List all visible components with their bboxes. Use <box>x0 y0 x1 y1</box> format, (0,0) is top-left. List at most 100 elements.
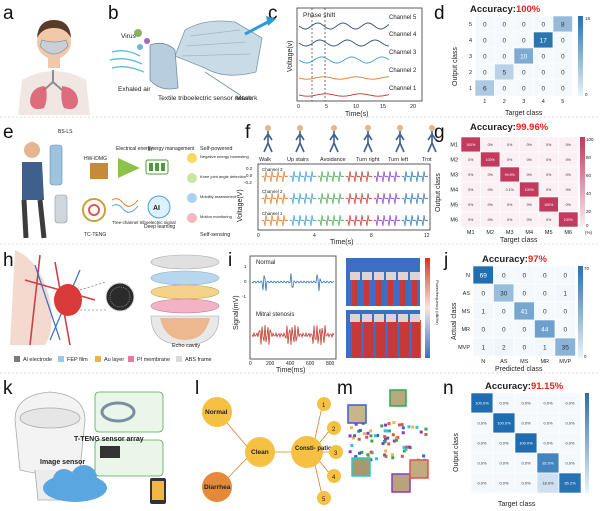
c-xtick: 20 <box>410 104 416 110</box>
scatter-point <box>383 435 387 439</box>
scatter-point <box>376 434 380 438</box>
heatmap-value: 0% <box>566 173 572 177</box>
legend-pi-membrane: PI membrane <box>137 357 170 363</box>
heatmap-cell <box>554 337 576 357</box>
legend-al-electrode: Al electrode <box>23 357 52 363</box>
scatter-point <box>366 453 370 457</box>
motion-trace <box>318 192 344 205</box>
heatmap-value: 18.0% <box>542 480 554 485</box>
motion-trace <box>346 214 372 227</box>
j-ylabel: Actual class <box>451 302 458 340</box>
i-xtick: 200 <box>266 361 275 367</box>
scatter-point <box>366 431 370 435</box>
heatmap-value: 0 <box>522 326 526 333</box>
i-ytick: -1 <box>242 294 246 299</box>
node-5: 5 <box>322 497 326 503</box>
heatmap-value: 0.0% <box>521 460 531 465</box>
scatter-point <box>365 435 369 439</box>
heatmap-value: 0.0% <box>543 440 553 445</box>
walker-figure-icon <box>263 131 273 153</box>
scatter-point <box>424 432 428 436</box>
c-xlabel: Time(s) <box>345 111 368 118</box>
spectrogram-mid <box>362 272 372 280</box>
panel-label-d: d <box>434 3 445 24</box>
echo-cavity-label: Echo cavity <box>172 343 200 349</box>
mask-label: Mask <box>236 95 252 102</box>
heatmap-value: 0 <box>522 21 526 28</box>
channel3-label: Channel 3 <box>389 50 417 56</box>
c-ylabel: Voltage(v) <box>287 40 294 72</box>
motion-trace <box>346 192 372 205</box>
heatmap-value: 0 <box>543 272 547 279</box>
node-constipation <box>291 436 323 468</box>
heatmap-value: 0 <box>522 272 526 279</box>
x-tick-label: 1 <box>483 99 486 105</box>
scatter-point <box>350 444 354 448</box>
spectrogram-energy <box>412 280 417 306</box>
three-channel-label: Tree-channel triboelectric signal <box>112 220 176 225</box>
i-xtick: 400 <box>286 361 295 367</box>
heatmap-value: 0.0% <box>521 400 531 405</box>
energy-management-label: Energy management <box>148 146 195 152</box>
node-diarrhea <box>202 472 232 502</box>
f-xtick: 12 <box>424 233 430 239</box>
heatmap-value: 0 <box>483 21 487 28</box>
normal-signal-trace <box>251 273 335 292</box>
scatter-point <box>396 436 400 440</box>
motion-trace <box>262 170 288 183</box>
bs-ls-label: BS-LS <box>58 129 73 135</box>
walker-head-icon <box>297 125 303 131</box>
walker-head-icon <box>429 125 435 131</box>
panel-label-a: a <box>3 3 14 24</box>
heatmap-value: 0% <box>468 173 474 177</box>
heatmap-value: 1 <box>481 344 485 351</box>
motion-trace <box>290 214 316 227</box>
n-colorbar <box>585 393 589 493</box>
heatmap-value: 0% <box>546 188 552 192</box>
heatmap-value: 0.0% <box>499 400 509 405</box>
f-ch2-label: Channel 2 <box>262 189 283 194</box>
scatter-point <box>385 429 389 433</box>
y-tick-label: M1 <box>450 143 458 149</box>
spectrogram-mid <box>398 272 408 280</box>
scatter-point <box>353 434 357 438</box>
spectrogram-energy <box>400 280 405 306</box>
legend-abs-frame: ABS frame <box>185 357 212 363</box>
heatmap-value: 100.0% <box>519 440 533 445</box>
heatmap-value: 0 <box>522 344 526 351</box>
y-tick-label: 2 <box>469 70 472 76</box>
heatmap-value: 41 <box>521 308 529 315</box>
heatmap-value: 0 <box>522 290 526 297</box>
scatter-point <box>369 434 373 438</box>
scatter-point <box>360 450 364 454</box>
heatmap-value: 30 <box>500 290 508 297</box>
heatmap-value: 0 <box>502 326 506 333</box>
spectrogram-mid <box>410 314 420 322</box>
heatmap-value: 0 <box>502 272 506 279</box>
heatmap-value: 0 <box>543 290 547 297</box>
f-ytick: 0.0 <box>246 173 253 178</box>
spectrogram-mid <box>398 314 408 322</box>
scatter-point <box>357 429 361 433</box>
motion-trace <box>318 170 344 183</box>
x-tick-label: 4 <box>542 99 545 105</box>
spectrogram-energy <box>388 280 393 306</box>
node-constipation-label: Consti- pation <box>295 446 336 452</box>
heatmap-value: 0 <box>522 85 526 92</box>
scatter-point <box>348 434 352 438</box>
scatter-point <box>370 439 374 443</box>
heatmap-cell <box>558 211 579 228</box>
heatmap-value: 2 <box>502 344 506 351</box>
spectrogram-mid <box>374 272 384 280</box>
t-teng-label: T-TENG sensor array <box>74 436 144 443</box>
heatmap-value: 99.9% <box>505 173 516 177</box>
n-ylabel: Output class <box>453 433 460 472</box>
x-tick-label: M1 <box>467 230 475 236</box>
heatmap-value: 35 <box>562 344 570 351</box>
motion-trace <box>402 214 428 227</box>
heatmap-value: 0% <box>546 158 552 162</box>
heatmap-value: 100.0% <box>475 400 489 405</box>
heatmap-value: 100% <box>564 218 574 222</box>
heatmap-value: 0% <box>468 188 474 192</box>
d-xlabel: Target class <box>505 110 543 117</box>
